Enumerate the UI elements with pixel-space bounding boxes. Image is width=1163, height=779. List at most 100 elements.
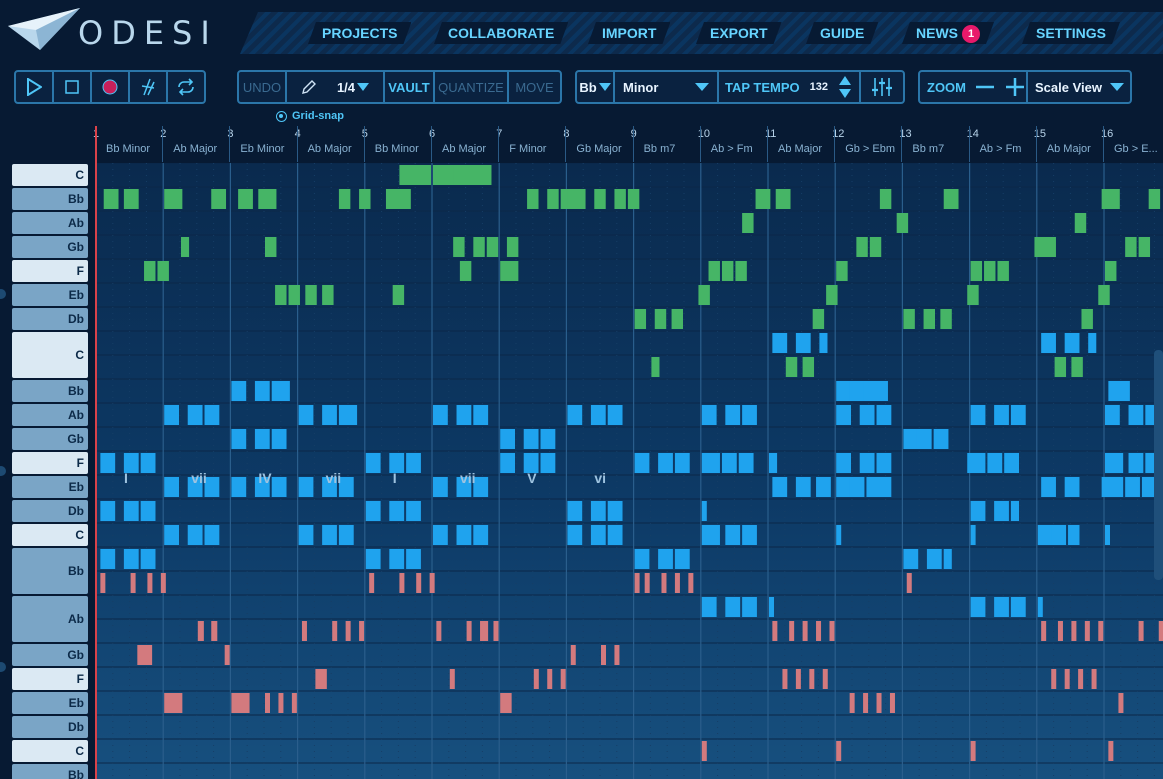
melody-note[interactable] bbox=[1074, 213, 1087, 233]
chord-note[interactable] bbox=[365, 501, 381, 521]
chord-note[interactable] bbox=[164, 477, 179, 497]
chord-note[interactable] bbox=[772, 477, 788, 497]
chord-note[interactable] bbox=[433, 405, 448, 425]
piano-key[interactable]: Db bbox=[12, 308, 88, 330]
chord-note[interactable] bbox=[836, 525, 842, 545]
bass-note[interactable] bbox=[429, 573, 435, 593]
grid-snap-radio[interactable] bbox=[276, 110, 287, 122]
chord-note[interactable] bbox=[204, 477, 220, 497]
melody-note[interactable] bbox=[164, 189, 183, 209]
chord-note[interactable] bbox=[903, 549, 919, 569]
chord-note[interactable] bbox=[607, 501, 623, 521]
loop-button[interactable] bbox=[168, 72, 204, 102]
chord-label[interactable]: Eb Minor bbox=[240, 143, 285, 155]
chord-note[interactable] bbox=[1064, 333, 1080, 353]
chord-note[interactable] bbox=[836, 453, 851, 473]
chord-note[interactable] bbox=[298, 405, 314, 425]
bass-note[interactable] bbox=[197, 621, 204, 641]
chord-note[interactable] bbox=[140, 549, 156, 569]
bass-note[interactable] bbox=[822, 669, 828, 689]
chord-label[interactable]: F Minor bbox=[509, 143, 547, 155]
chord-label[interactable]: Gb > E... bbox=[1114, 143, 1158, 155]
chord-label[interactable]: Ab Major bbox=[173, 143, 218, 155]
melody-note[interactable] bbox=[123, 189, 139, 209]
chord-note[interactable] bbox=[705, 525, 720, 545]
chord-note[interactable] bbox=[1105, 405, 1120, 425]
chord-note[interactable] bbox=[725, 525, 741, 545]
chord-note[interactable] bbox=[164, 405, 179, 425]
chord-note[interactable] bbox=[590, 405, 606, 425]
bass-note[interactable] bbox=[436, 621, 442, 641]
chord-note[interactable] bbox=[406, 453, 421, 473]
piano-key[interactable]: C bbox=[12, 524, 88, 546]
melody-note[interactable] bbox=[144, 261, 156, 281]
chord-note[interactable] bbox=[1010, 405, 1026, 425]
bass-note[interactable] bbox=[644, 573, 650, 593]
bass-note[interactable] bbox=[315, 669, 327, 689]
bass-note[interactable] bbox=[301, 621, 307, 641]
piano-key[interactable]: Gb bbox=[12, 236, 88, 258]
bass-note[interactable] bbox=[701, 741, 707, 761]
melody-note[interactable] bbox=[359, 189, 371, 209]
melody-note[interactable] bbox=[1125, 237, 1137, 257]
melody-note[interactable] bbox=[258, 189, 277, 209]
chord-note[interactable] bbox=[389, 453, 405, 473]
chord-note[interactable] bbox=[607, 405, 623, 425]
melody-note[interactable] bbox=[1138, 237, 1151, 257]
move-button[interactable]: MOVE bbox=[515, 79, 554, 95]
chord-note[interactable] bbox=[721, 453, 737, 473]
chord-note[interactable] bbox=[701, 405, 717, 425]
note-canvas[interactable] bbox=[96, 163, 1163, 779]
melody-note[interactable] bbox=[453, 237, 465, 257]
chord-note[interactable] bbox=[859, 453, 875, 473]
chord-note[interactable] bbox=[1088, 333, 1097, 353]
bass-note[interactable] bbox=[876, 693, 882, 713]
chord-note[interactable] bbox=[742, 405, 757, 425]
chord-note[interactable] bbox=[769, 597, 774, 617]
chord-note[interactable] bbox=[204, 525, 220, 545]
melody-note[interactable] bbox=[721, 261, 734, 281]
melody-note[interactable] bbox=[473, 237, 485, 257]
bass-note[interactable] bbox=[1108, 741, 1114, 761]
chord-note[interactable] bbox=[674, 549, 690, 569]
chord-note[interactable] bbox=[1051, 525, 1067, 545]
melody-note[interactable] bbox=[826, 285, 838, 305]
piano-key[interactable]: Ab bbox=[12, 212, 88, 234]
chord-note[interactable] bbox=[738, 453, 754, 473]
bass-note[interactable] bbox=[449, 669, 455, 689]
chord-note[interactable] bbox=[1068, 525, 1080, 545]
chord-note[interactable] bbox=[795, 477, 811, 497]
melody-note[interactable] bbox=[322, 285, 334, 305]
chord-note[interactable] bbox=[540, 429, 556, 449]
melody-note[interactable] bbox=[879, 189, 892, 209]
chord-note[interactable] bbox=[1105, 453, 1124, 473]
chord-note[interactable] bbox=[1041, 333, 1056, 353]
chord-note[interactable] bbox=[742, 525, 757, 545]
melody-note[interactable] bbox=[1044, 237, 1056, 257]
bass-note[interactable] bbox=[399, 573, 405, 593]
chord-note[interactable] bbox=[500, 429, 515, 449]
melody-note[interactable] bbox=[742, 213, 754, 233]
chord-note[interactable] bbox=[1037, 597, 1043, 617]
chord-note[interactable] bbox=[1108, 381, 1130, 401]
nav-news[interactable]: NEWS 1 bbox=[902, 22, 994, 44]
chord-note[interactable] bbox=[187, 525, 203, 545]
chord-note[interactable] bbox=[987, 453, 1003, 473]
chord-label[interactable]: Ab > Fm bbox=[979, 143, 1022, 155]
chord-note[interactable] bbox=[298, 525, 314, 545]
chord-note[interactable] bbox=[389, 549, 405, 569]
bass-note[interactable] bbox=[100, 573, 106, 593]
chord-label[interactable]: Ab Major bbox=[442, 143, 487, 155]
chord-note[interactable] bbox=[473, 405, 489, 425]
melody-note[interactable] bbox=[238, 189, 253, 209]
chord-note[interactable] bbox=[567, 501, 583, 521]
chord-note[interactable] bbox=[164, 525, 179, 545]
chord-note[interactable] bbox=[1041, 477, 1056, 497]
melody-note[interactable] bbox=[506, 237, 519, 257]
mixer-button[interactable] bbox=[861, 72, 903, 102]
bass-note[interactable] bbox=[164, 693, 183, 713]
chord-note[interactable] bbox=[123, 501, 139, 521]
bass-note[interactable] bbox=[1158, 621, 1163, 641]
bass-note[interactable] bbox=[614, 645, 620, 665]
chord-note[interactable] bbox=[876, 453, 892, 473]
